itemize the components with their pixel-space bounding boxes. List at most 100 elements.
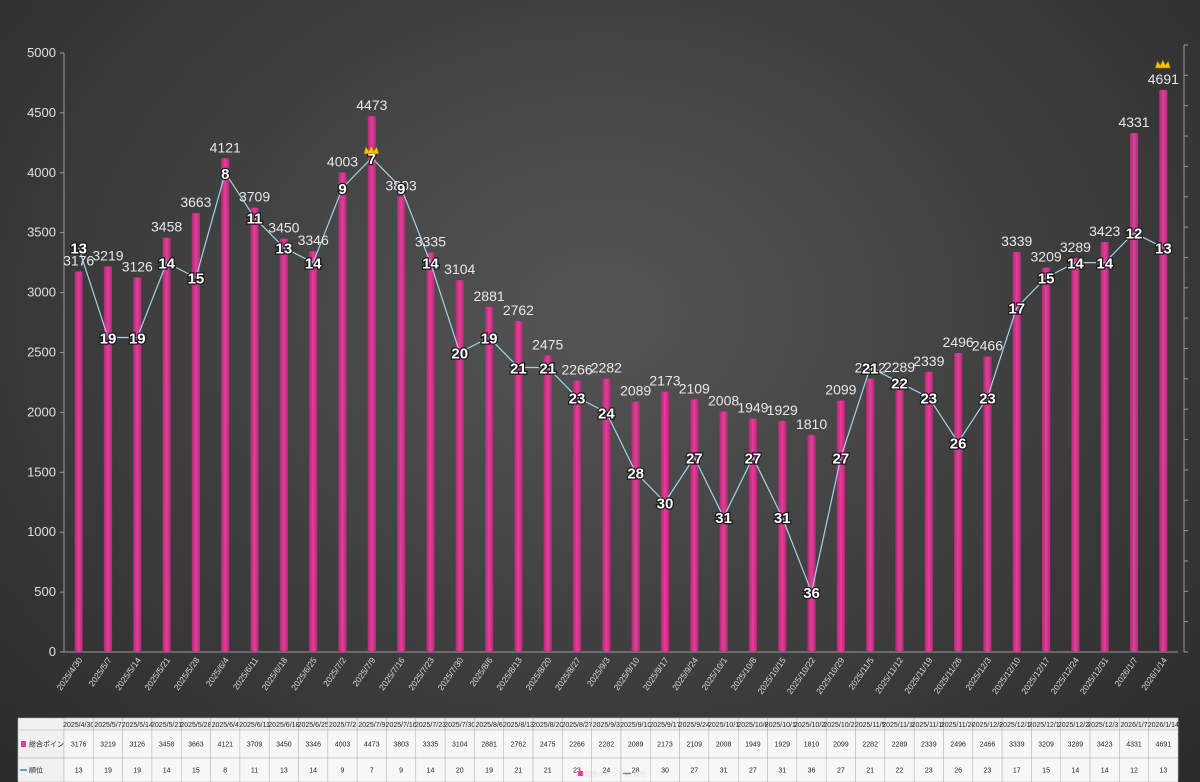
rank-value-label: 7 bbox=[368, 151, 376, 168]
table-header-date: 2025/11/5 bbox=[855, 722, 886, 729]
table-cell bbox=[1089, 757, 1120, 782]
bar-value-label: 1949 bbox=[737, 400, 768, 416]
rank-value-label: 23 bbox=[569, 390, 586, 407]
rank-value-label: 11 bbox=[247, 211, 263, 228]
y-tick-label: 3500 bbox=[27, 225, 56, 240]
table-cell-value: 14 bbox=[1101, 768, 1109, 775]
bar bbox=[250, 207, 259, 652]
bar bbox=[133, 277, 142, 652]
x-tick-label: 2025/9/17 bbox=[641, 655, 671, 692]
table-cell bbox=[943, 757, 974, 782]
rank-value-label: 19 bbox=[129, 331, 146, 348]
bar-value-label: 2762 bbox=[503, 302, 534, 318]
table-cell bbox=[650, 729, 680, 759]
bar bbox=[895, 377, 904, 652]
bar bbox=[484, 306, 494, 652]
table-cell-value: 30 bbox=[661, 768, 669, 775]
table-header-date: 2025/10/29 bbox=[823, 722, 858, 729]
crown-icon bbox=[363, 145, 380, 155]
table-header-date: 2025/5/21 bbox=[151, 722, 182, 729]
table-header-date: 2025/5/7 bbox=[94, 722, 121, 729]
table-cell bbox=[620, 757, 651, 782]
bar bbox=[309, 251, 318, 652]
table-cell bbox=[415, 757, 446, 782]
x-tick-label: 2025/11/26 bbox=[932, 655, 964, 695]
bar-value-label: 4121 bbox=[210, 139, 241, 155]
table-cell-value: 2762 bbox=[511, 742, 527, 749]
table-cell-value: 13 bbox=[1159, 768, 1167, 775]
data-table: 2025/4/30 2025/5/7 2025/5/142025/5/212025/… bbox=[17, 717, 1179, 782]
table-header-date: 2025/5/14 bbox=[122, 722, 153, 729]
table-cell bbox=[151, 757, 182, 782]
bar bbox=[455, 280, 464, 652]
table-cell bbox=[679, 729, 710, 759]
table-cell-value: 14 bbox=[163, 768, 171, 775]
legend: 総合ポイント数 順位 bbox=[578, 769, 647, 778]
table-header-date: 2025/12/17 bbox=[1029, 722, 1064, 729]
table-header-date: 2025/8/27 bbox=[561, 722, 592, 729]
table-cell-value: 2466 bbox=[980, 742, 996, 749]
table-cell-value: 27 bbox=[690, 768, 698, 775]
bar-value-label: 2289 bbox=[884, 359, 915, 375]
table-cell-value: 3339 bbox=[1009, 742, 1025, 749]
table-cell-value: 2008 bbox=[716, 742, 732, 749]
rank-value-label: 14 bbox=[1096, 256, 1113, 273]
bar-value-label: 4331 bbox=[1118, 114, 1149, 130]
table-cell-value: 3803 bbox=[393, 742, 409, 749]
table-cell-value: 3176 bbox=[71, 742, 87, 749]
bar bbox=[631, 401, 640, 652]
x-tick-label: 2025/12/10 bbox=[990, 655, 1023, 696]
y-tick-label: 1500 bbox=[27, 464, 56, 479]
table-cell-value: 20 bbox=[456, 768, 464, 775]
crown-shape bbox=[363, 145, 380, 155]
table-cell-value: 2339 bbox=[921, 742, 937, 749]
table-cell-value: 36 bbox=[808, 768, 816, 775]
table-cell-value: 21 bbox=[514, 768, 522, 775]
rank-line-series bbox=[78, 156, 1164, 595]
rank-value-label: 30 bbox=[657, 495, 674, 512]
rank-value-label: 21 bbox=[510, 360, 527, 377]
table-cell-value: 15 bbox=[1042, 768, 1050, 775]
rank-value-label: 22 bbox=[891, 375, 908, 392]
table-cell-value: 3663 bbox=[188, 742, 204, 749]
table-header-date: 2025/10/15 bbox=[765, 722, 800, 729]
table-cell bbox=[1060, 757, 1091, 782]
bar bbox=[954, 352, 963, 652]
table-cell-value: 9 bbox=[399, 768, 403, 775]
table-cell bbox=[268, 757, 299, 782]
table-cell bbox=[796, 729, 827, 759]
table-cell-value: 14 bbox=[427, 768, 435, 775]
table-cell-value: 2282 bbox=[599, 742, 615, 749]
table-cell-value: 23 bbox=[925, 768, 933, 775]
table-cell bbox=[415, 729, 446, 759]
bar bbox=[778, 420, 787, 652]
bar-value-label: 3803 bbox=[386, 177, 417, 193]
table-cell bbox=[738, 757, 768, 782]
x-tick-label: 2026/1/7 bbox=[1112, 655, 1139, 688]
table-cell-value: 21 bbox=[544, 768, 552, 775]
bar bbox=[572, 380, 582, 652]
x-tick-label: 2025/12/3 bbox=[963, 655, 993, 692]
table-header-date: 2025/7/9 bbox=[358, 722, 385, 729]
rank-value-label: 19 bbox=[100, 331, 117, 348]
x-tick-label: 2025/6/18 bbox=[260, 655, 290, 692]
table-cell-value: 23 bbox=[573, 768, 581, 775]
y-tick-label: 2000 bbox=[27, 404, 56, 419]
table-cell bbox=[591, 729, 622, 759]
table-cell-value: 2109 bbox=[687, 742, 703, 749]
x-tick-label: 2025/11/12 bbox=[873, 655, 905, 695]
rank-value-label: 23 bbox=[979, 390, 996, 407]
rank-value-label: 14 bbox=[158, 256, 175, 273]
bar bbox=[103, 266, 113, 652]
table-cell bbox=[708, 757, 739, 782]
table-cell bbox=[650, 757, 680, 782]
y-tick-label: 4500 bbox=[27, 105, 56, 120]
x-tick-label: 2025/7/9 bbox=[350, 655, 377, 688]
table-cell-value: 13 bbox=[75, 768, 83, 775]
table-cell bbox=[1031, 757, 1061, 782]
x-tick-label: 2025/9/24 bbox=[670, 655, 700, 692]
x-tick-label: 2025/7/16 bbox=[377, 655, 407, 692]
table-cell bbox=[708, 729, 739, 759]
rank-value-label: 24 bbox=[598, 405, 615, 422]
bar-value-label: 3346 bbox=[298, 232, 329, 248]
